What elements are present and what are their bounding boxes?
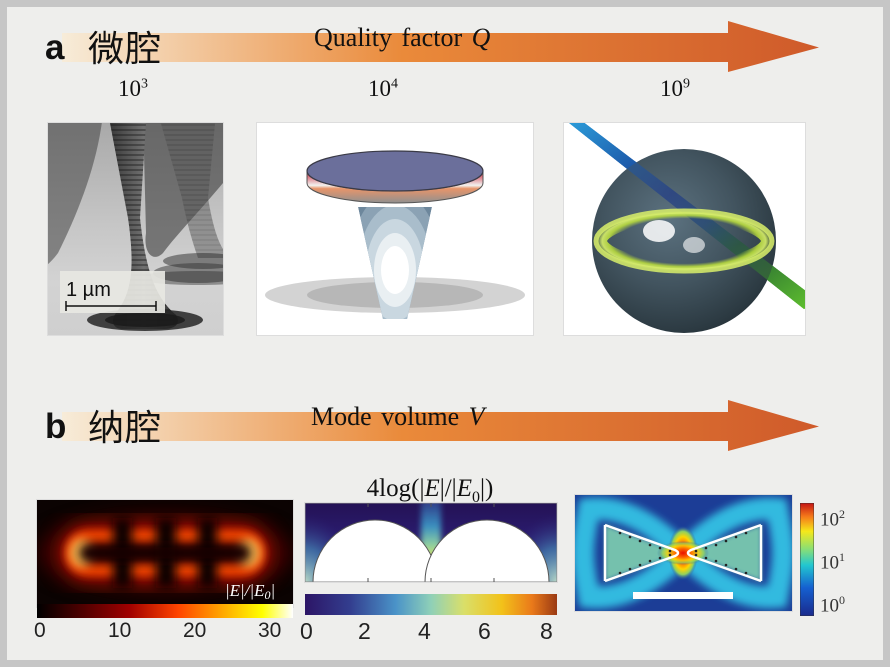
svg-text:1 µm: 1 µm: [66, 279, 111, 301]
